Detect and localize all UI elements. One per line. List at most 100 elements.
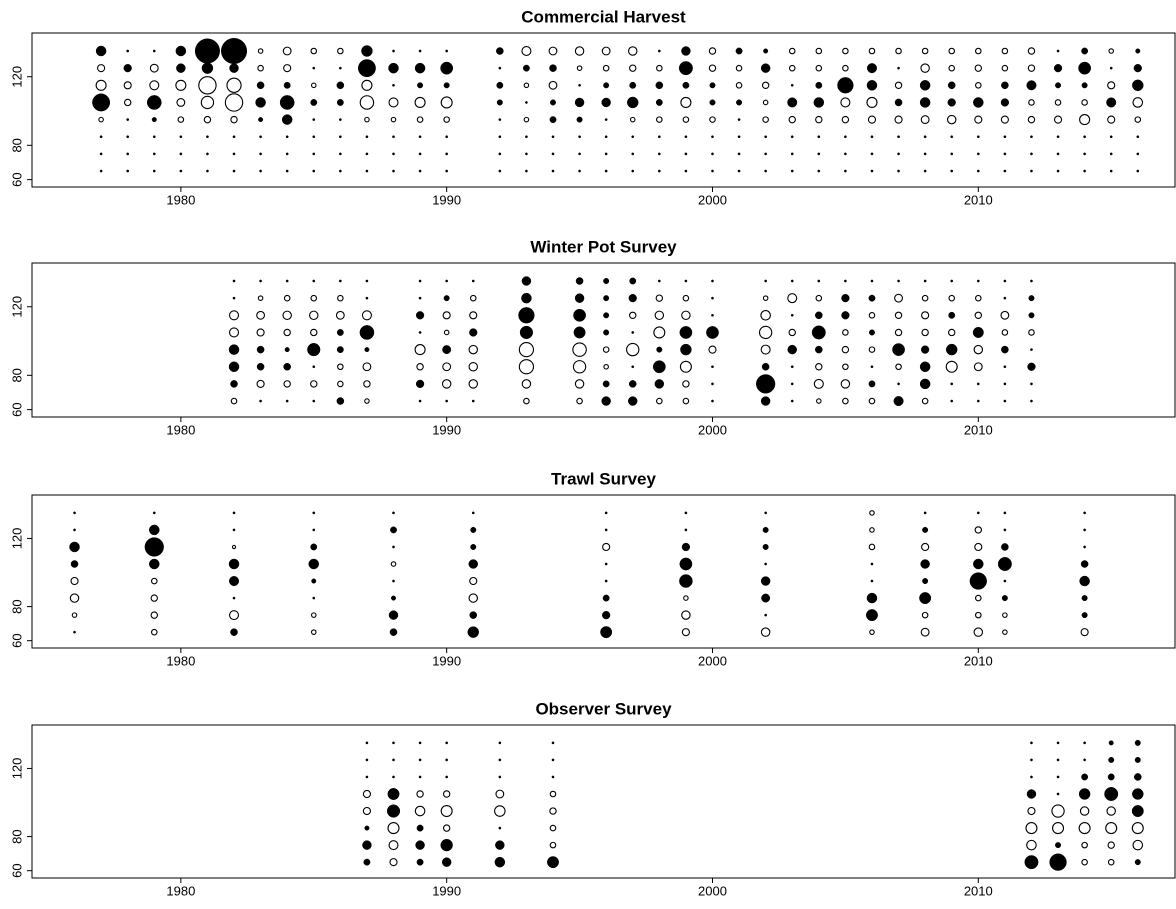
bubble bbox=[706, 326, 719, 339]
x-tick-label: 2000 bbox=[698, 422, 727, 437]
bubble bbox=[708, 64, 717, 72]
bubble bbox=[98, 116, 104, 123]
bubble bbox=[870, 152, 874, 156]
x-tick-label: 2000 bbox=[698, 883, 727, 898]
bubble bbox=[365, 169, 369, 173]
bubble bbox=[950, 279, 954, 283]
bubble bbox=[150, 577, 158, 585]
bubble bbox=[893, 396, 904, 407]
bubble bbox=[179, 169, 183, 173]
bubble bbox=[737, 169, 741, 173]
bubble bbox=[1054, 99, 1062, 106]
bubble bbox=[817, 279, 821, 283]
bubble bbox=[387, 788, 400, 800]
bubble bbox=[764, 135, 768, 139]
bubble bbox=[921, 542, 930, 552]
bubble bbox=[578, 135, 581, 139]
bubble bbox=[518, 307, 535, 324]
bubble bbox=[655, 294, 664, 302]
bubble bbox=[363, 858, 371, 866]
bubble bbox=[787, 293, 798, 304]
bubble bbox=[469, 611, 478, 619]
bubble bbox=[256, 81, 265, 90]
bubble bbox=[760, 627, 771, 637]
bubble bbox=[760, 63, 771, 73]
bubble bbox=[1106, 806, 1116, 816]
x-tick-label: 2010 bbox=[964, 422, 993, 437]
bubble bbox=[1002, 612, 1008, 618]
bubble bbox=[1134, 116, 1142, 123]
bubble bbox=[547, 856, 559, 869]
bubble bbox=[947, 98, 956, 107]
bubble bbox=[179, 135, 183, 139]
bubble bbox=[392, 511, 395, 515]
bubble bbox=[442, 311, 451, 320]
bubble bbox=[338, 135, 342, 139]
y-tick-label: 120 bbox=[9, 528, 24, 550]
bubble bbox=[126, 152, 130, 156]
bubble bbox=[392, 49, 395, 53]
bubble bbox=[441, 379, 452, 389]
bubble bbox=[1108, 740, 1114, 746]
bubble bbox=[576, 397, 583, 405]
bubble bbox=[604, 169, 608, 173]
bubble bbox=[123, 81, 132, 90]
bubble bbox=[1080, 628, 1089, 637]
bubble bbox=[283, 380, 291, 388]
bubble bbox=[498, 169, 502, 173]
bubble bbox=[1079, 114, 1091, 126]
bubble bbox=[362, 806, 372, 816]
bubble bbox=[894, 98, 903, 107]
bubble bbox=[224, 93, 244, 112]
bubble bbox=[947, 81, 956, 90]
bubble bbox=[923, 511, 927, 515]
bubble bbox=[392, 83, 395, 87]
bubble bbox=[229, 63, 239, 73]
bubble bbox=[684, 169, 688, 173]
bubble bbox=[974, 115, 983, 124]
bubble bbox=[228, 361, 240, 373]
bubble bbox=[841, 311, 850, 320]
y-tick-label: 60 bbox=[9, 863, 24, 877]
bubble bbox=[198, 76, 217, 95]
bubble bbox=[974, 64, 983, 72]
bubble bbox=[764, 279, 768, 283]
bubble bbox=[866, 592, 878, 604]
bubble bbox=[123, 98, 132, 107]
bubble bbox=[69, 541, 80, 553]
bubble bbox=[392, 135, 395, 139]
bubble bbox=[390, 526, 397, 534]
bubble bbox=[868, 47, 876, 55]
y-tick-label: 60 bbox=[9, 172, 24, 186]
bubble bbox=[680, 343, 692, 356]
bubble bbox=[868, 543, 876, 551]
bubble bbox=[1003, 382, 1007, 386]
bubble bbox=[200, 95, 215, 110]
bubble bbox=[414, 62, 426, 74]
bubble bbox=[679, 360, 692, 373]
bubble bbox=[657, 152, 661, 156]
bubble bbox=[973, 362, 983, 372]
bubble bbox=[815, 47, 823, 55]
bubble bbox=[897, 279, 900, 283]
bubble bbox=[310, 82, 317, 89]
bubble bbox=[365, 296, 369, 300]
bubble bbox=[231, 544, 237, 550]
bubble bbox=[149, 63, 159, 73]
bubble bbox=[816, 398, 822, 404]
bubble bbox=[684, 152, 688, 156]
x-tick-label: 1990 bbox=[432, 422, 461, 437]
bubble bbox=[1132, 788, 1144, 800]
bubble bbox=[1030, 152, 1033, 156]
bubble bbox=[602, 346, 610, 353]
bubble bbox=[1107, 81, 1116, 90]
bubble bbox=[203, 115, 212, 124]
bubble bbox=[445, 741, 449, 745]
bubble bbox=[1056, 49, 1060, 53]
bubble bbox=[471, 511, 475, 515]
bubble bbox=[256, 362, 265, 371]
bubble bbox=[976, 169, 980, 173]
bubble bbox=[1049, 853, 1067, 871]
bubble bbox=[602, 594, 610, 602]
bubble bbox=[736, 99, 743, 106]
